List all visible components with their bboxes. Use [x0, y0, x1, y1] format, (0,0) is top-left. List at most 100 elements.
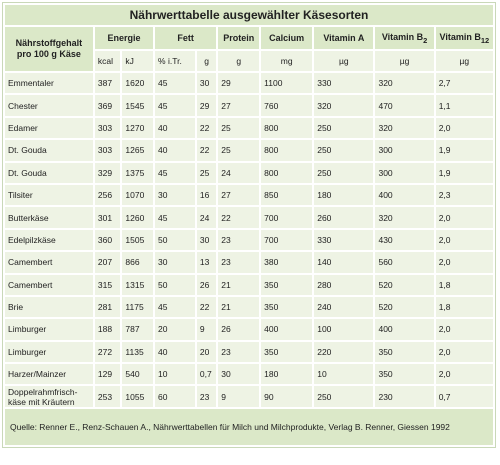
value-vitamin-b12: 2,0 [435, 229, 493, 251]
value-kj: 787 [122, 319, 154, 340]
value-fett-g: 20 [196, 341, 217, 363]
value-vitamin-a: 250 [314, 162, 374, 183]
table-title: Nährwerttabelle ausgewählter Käsesorten [5, 5, 493, 25]
value-calcium: 380 [261, 252, 313, 273]
value-fett-itr: 50 [155, 274, 195, 295]
value-fett-g: 30 [196, 73, 217, 94]
table-row: Edelpilzkäse 360 1505 50 30 23 700 330 4… [5, 229, 493, 251]
header-vitamin-b12-sub: 12 [480, 35, 490, 45]
table-row: Camembert 207 866 30 13 23 380 140 560 2… [5, 252, 493, 273]
value-vitamin-b2: 350 [375, 341, 434, 363]
value-kj: 1265 [122, 140, 154, 161]
table-row: Tilsiter 256 1070 30 16 27 850 180 400 2… [5, 184, 493, 206]
cheese-name: Dt. Gouda [5, 162, 93, 183]
value-fett-itr: 40 [155, 341, 195, 363]
value-fett-g: 13 [196, 252, 217, 273]
cheese-name: Doppelrahmfrisch-käse mit Kräutern [5, 386, 93, 407]
unit-cell: mg [261, 51, 313, 71]
unit-row: kcal kJ % i.Tr. g g mg µg µg µg [5, 51, 493, 71]
value-protein: 23 [218, 229, 260, 251]
value-vitamin-b12: 1,1 [435, 95, 493, 116]
unit-cell: µg [435, 51, 493, 71]
value-kcal: 303 [94, 140, 121, 161]
table-row: Harzer/Mainzer 129 540 10 0,7 30 180 10 … [5, 364, 493, 385]
value-fett-g: 22 [196, 117, 217, 139]
cheese-name: Brie [5, 296, 93, 318]
value-protein: 22 [218, 207, 260, 228]
value-protein: 21 [218, 274, 260, 295]
value-kcal: 387 [94, 73, 121, 94]
value-fett-g: 25 [196, 162, 217, 183]
cheese-name: Limburger [5, 341, 93, 363]
value-vitamin-a: 330 [314, 73, 374, 94]
value-vitamin-b2: 470 [375, 95, 434, 116]
value-kj: 1505 [122, 229, 154, 251]
value-calcium: 800 [261, 117, 313, 139]
cheese-name: Edamer [5, 117, 93, 139]
cheese-name: Limburger [5, 319, 93, 340]
value-calcium: 760 [261, 95, 313, 116]
value-vitamin-b12: 2,0 [435, 319, 493, 340]
value-protein: 25 [218, 117, 260, 139]
header-vitamin-b2-label: Vitamin B [381, 31, 424, 42]
table-row: Limburger 272 1135 40 20 23 350 220 350 … [5, 341, 493, 363]
value-vitamin-a: 250 [314, 117, 374, 139]
value-protein: 30 [218, 364, 260, 385]
value-kcal: 369 [94, 95, 121, 116]
cheese-name: Camembert [5, 274, 93, 295]
value-fett-itr: 45 [155, 207, 195, 228]
value-protein: 23 [218, 252, 260, 273]
value-fett-g: 29 [196, 95, 217, 116]
table-row: Limburger 188 787 20 9 26 400 100 400 2,… [5, 319, 493, 340]
value-kcal: 281 [94, 296, 121, 318]
header-fett: Fett [155, 27, 217, 49]
value-fett-g: 22 [196, 296, 217, 318]
value-calcium: 90 [261, 386, 313, 407]
value-calcium: 800 [261, 140, 313, 161]
value-vitamin-b12: 2,0 [435, 252, 493, 273]
value-vitamin-b2: 400 [375, 319, 434, 340]
value-kcal: 329 [94, 162, 121, 183]
nutrition-table: Nährwerttabelle ausgewählter Käsesorten … [2, 2, 496, 448]
value-fett-itr: 30 [155, 184, 195, 206]
value-kj: 1620 [122, 73, 154, 94]
value-fett-g: 24 [196, 207, 217, 228]
value-kj: 1375 [122, 162, 154, 183]
value-vitamin-a: 250 [314, 140, 374, 161]
value-kj: 866 [122, 252, 154, 273]
value-kcal: 360 [94, 229, 121, 251]
header-vitamin-b2-sub: 2 [423, 35, 428, 45]
value-vitamin-a: 330 [314, 229, 374, 251]
value-vitamin-a: 140 [314, 252, 374, 273]
value-kj: 1135 [122, 341, 154, 363]
table-row: Butterkäse 301 1260 45 24 22 700 260 320… [5, 207, 493, 228]
value-vitamin-a: 220 [314, 341, 374, 363]
value-protein: 24 [218, 162, 260, 183]
value-vitamin-a: 180 [314, 184, 374, 206]
value-kj: 1055 [122, 386, 154, 407]
value-vitamin-a: 260 [314, 207, 374, 228]
value-vitamin-b12: 2,0 [435, 207, 493, 228]
value-protein: 26 [218, 319, 260, 340]
unit-cell: g [218, 51, 260, 71]
value-calcium: 1100 [261, 73, 313, 94]
value-protein: 23 [218, 341, 260, 363]
value-fett-g: 9 [196, 319, 217, 340]
value-kj: 1260 [122, 207, 154, 228]
source-citation: Quelle: Renner E., Renz-Schauen A., Nähr… [5, 408, 493, 445]
value-kj: 1315 [122, 274, 154, 295]
value-fett-g: 0,7 [196, 364, 217, 385]
value-kcal: 188 [94, 319, 121, 340]
value-calcium: 350 [261, 274, 313, 295]
value-kcal: 315 [94, 274, 121, 295]
value-kcal: 253 [94, 386, 121, 407]
header-vitamin-b12-label: Vitamin B [439, 31, 481, 42]
value-vitamin-b12: 2,0 [435, 117, 493, 139]
table-body: Emmentaler 387 1620 45 30 29 1100 330 32… [5, 73, 493, 407]
value-fett-itr: 40 [155, 117, 195, 139]
nutrition-table-container: Nährwerttabelle ausgewählter Käsesorten … [2, 2, 496, 448]
value-vitamin-b12: 1,8 [435, 274, 493, 295]
header-vitamin-a: Vitamin A [314, 27, 374, 49]
cheese-name: Emmentaler [5, 73, 93, 94]
header-vitamin-b12: Vitamin B12 [435, 27, 493, 49]
